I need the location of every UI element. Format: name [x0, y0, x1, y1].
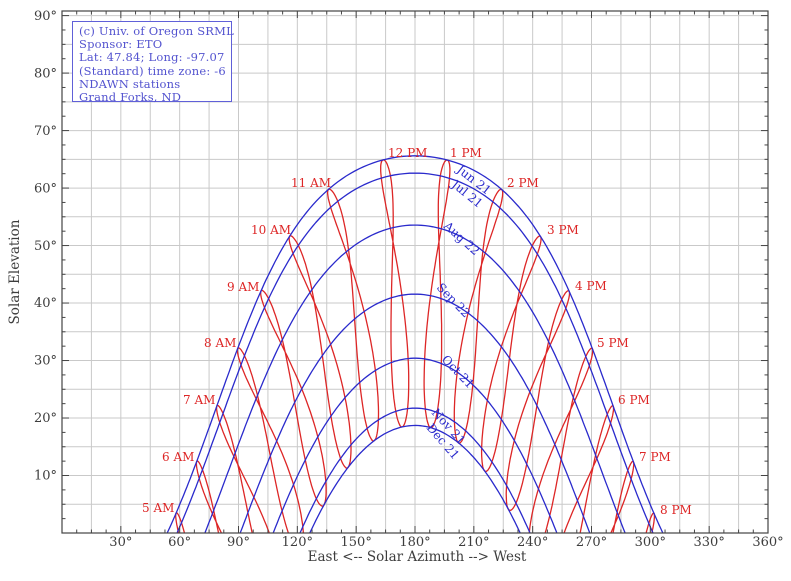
hour-label-6-pm: 6 PM [618, 393, 650, 407]
y-tick-label: 20° [34, 411, 57, 426]
date-curve-jun-21 [166, 155, 664, 533]
hour-label-10-am: 10 AM [251, 223, 291, 237]
y-tick-label: 80° [34, 66, 57, 81]
x-axis-title: East <-- Solar Azimuth --> West [308, 549, 527, 565]
grid [62, 11, 768, 533]
legend-box: (c) Univ. of Oregon SRML Sponsor: ETO La… [72, 21, 234, 105]
hour-curve-7-pm [610, 460, 635, 533]
x-tick-label: 240° [517, 535, 548, 550]
y-tick-label: 70° [34, 124, 57, 139]
y-tick-label: 60° [34, 181, 57, 196]
x-tick-label: 30° [109, 535, 132, 550]
date-label-sep-22: Sep 22 [434, 280, 473, 320]
axis-ticks [61, 11, 769, 534]
hour-label-2-pm: 2 PM [507, 176, 539, 190]
hour-label-5-pm: 5 PM [597, 336, 629, 350]
date-curve-jul-21 [176, 172, 654, 533]
hour-curve-5-pm [528, 347, 594, 533]
tick-labels: 30° 60° 90° 120° 150° 180° 210° 240° 270° 300° 330… [34, 9, 784, 550]
y-tick-label: 90° [34, 9, 57, 24]
hour-curve-8-am [236, 347, 305, 533]
legend-line-network: NDAWN stations [79, 76, 181, 91]
hour-label-3-pm: 3 PM [547, 223, 579, 237]
hour-curve-11-am [326, 188, 380, 442]
date-curve-sep-22 [239, 293, 591, 533]
hour-curve-7-am [215, 404, 270, 533]
x-tick-label: 360° [752, 535, 783, 550]
y-tick-label: 10° [34, 469, 57, 484]
hour-curve-10-am [288, 235, 352, 469]
x-tick-label: 210° [458, 535, 489, 550]
y-tick-label: 30° [34, 354, 57, 369]
x-tick-label: 120° [282, 535, 313, 550]
hour-curves [175, 159, 656, 533]
hour-curve-6-pm [563, 405, 615, 533]
x-tick-label: 270° [576, 535, 607, 550]
x-tick-label: 60° [168, 535, 191, 550]
hour-curve-9-am [260, 289, 327, 507]
date-curves [166, 155, 664, 533]
hour-label-1-pm: 1 PM [450, 146, 482, 160]
date-curve-dec-21 [309, 424, 521, 533]
hour-label-12-pm: 12 PM [388, 146, 427, 160]
hour-label-6-am: 6 AM [162, 450, 194, 464]
legend-line-sponsor: Sponsor: ETO [79, 37, 163, 52]
hour-label-7-am: 7 AM [183, 393, 215, 407]
hour-curve-12-pm [380, 159, 410, 428]
x-tick-label: 90° [227, 535, 250, 550]
hour-curve-8-pm [645, 512, 656, 533]
hour-label-11-am: 11 AM [291, 176, 331, 190]
hour-curve-6-am [195, 460, 223, 533]
hour-curve-3-pm [480, 235, 542, 473]
y-tick-label: 40° [34, 296, 57, 311]
legend-line-station: Grand Forks, ND [79, 90, 182, 105]
hour-curve-5-am [175, 512, 186, 533]
date-curve-oct-21 [272, 357, 558, 533]
date-label-aug-22: Aug 22 [440, 218, 482, 258]
legend-line-timezone: (Standard) time zone: -6 [79, 63, 226, 78]
legend-line-latlong: Lat: 47.84; Long: -97.07 [79, 50, 225, 65]
hour-label-4-pm: 4 PM [575, 279, 607, 293]
y-axis-title: Solar Elevation [7, 219, 23, 324]
hour-labels: 5 AM 6 AM 7 AM 8 AM 9 AM 10 AM 11 AM 12 PM 1 PM 2… [142, 146, 692, 517]
hour-label-8-am: 8 AM [204, 336, 236, 350]
x-tick-label: 150° [341, 535, 372, 550]
hour-curve-2-pm [453, 188, 504, 444]
y-tick-label: 50° [34, 239, 57, 254]
x-tick-label: 330° [694, 535, 725, 550]
legend-line-copyright: (c) Univ. of Oregon SRML [79, 24, 234, 38]
hour-label-7-pm: 7 PM [639, 450, 671, 464]
hour-curve-4-pm [505, 290, 571, 511]
hour-label-8-pm: 8 PM [660, 503, 692, 517]
hour-label-5-am: 5 AM [142, 501, 174, 515]
hour-label-9-am: 9 AM [227, 280, 259, 294]
hour-curve-1-pm [423, 159, 451, 429]
date-curve-aug-22 [204, 224, 626, 533]
date-curve-nov-21 [299, 407, 531, 533]
x-tick-label: 300° [635, 535, 666, 550]
x-tick-label: 180° [399, 535, 430, 550]
